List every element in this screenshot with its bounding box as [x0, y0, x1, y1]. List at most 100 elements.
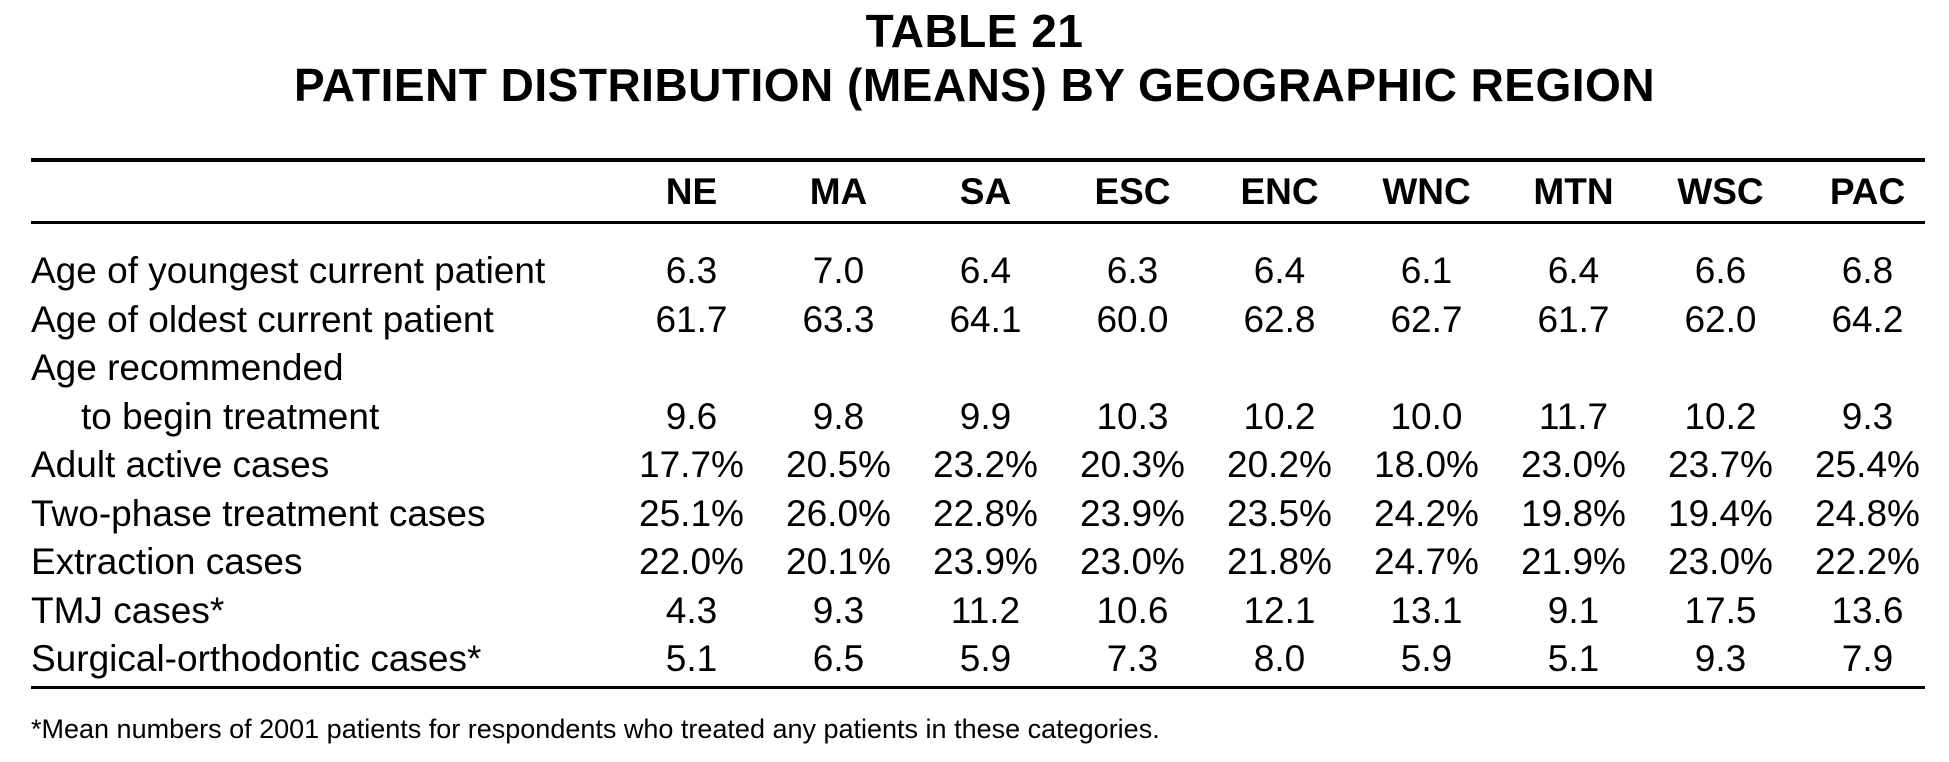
table-row: Extraction cases 22.0% 20.1% 23.9% 23.0% 21.8…	[31, 538, 1941, 587]
table-cell: 11.7	[1538, 395, 1609, 437]
table-cell: 5.1	[1547, 638, 1600, 680]
table-cell: 23.0%	[1668, 541, 1773, 583]
table-cell: 62.0	[1684, 298, 1757, 340]
table-cell: 64.2	[1831, 298, 1904, 340]
table-cell	[1500, 344, 1647, 393]
table-cell: 5.1	[665, 638, 718, 680]
table-number: TABLE 21	[865, 5, 1084, 57]
spacer-row	[31, 221, 1941, 247]
column-header-wnc: WNC	[1382, 170, 1471, 212]
table-cell: 26.0%	[786, 492, 891, 534]
row-label: Age of oldest current patient	[31, 298, 494, 340]
table-row: Age recommended	[31, 344, 1941, 393]
table-cell: 23.0%	[1521, 444, 1626, 486]
table-cell: 6.6	[1694, 250, 1747, 292]
table-cell: 10.0	[1390, 395, 1463, 437]
table-cell: 24.7%	[1374, 541, 1479, 583]
table-cell: 62.7	[1390, 298, 1463, 340]
top-rule	[31, 158, 1925, 162]
table-cell: 23.7%	[1668, 444, 1773, 486]
table-cell: 25.4%	[1815, 444, 1920, 486]
table-cell: 9.3	[1694, 638, 1747, 680]
header-row: NE MA SA ESC ENC WNC MTN WSC PAC	[31, 162, 1941, 221]
table-cell: 5.9	[959, 638, 1012, 680]
table-cell: 6.4	[1253, 250, 1306, 292]
table-cell: 10.2	[1243, 395, 1316, 437]
table-row: TMJ cases* 4.3 9.3 11.2 10.6 12.1 13.1 9.1 17.5 1…	[31, 587, 1941, 636]
table-cell: 22.8%	[933, 492, 1038, 534]
table-cell: 20.5%	[786, 444, 891, 486]
column-header-wsc: WSC	[1677, 170, 1764, 212]
table-cell: 9.3	[1841, 395, 1894, 437]
table-row: to begin treatment 9.6 9.8 9.9 10.3 10.2 10.0 1…	[31, 393, 1941, 442]
table-cell: 18.0%	[1374, 444, 1479, 486]
table-cell: 4.3	[665, 589, 718, 631]
table-cell: 13.1	[1390, 589, 1463, 631]
table-title: TABLE 21 PATIENT DISTRIBUTION (MEANS) BY…	[0, 4, 1949, 112]
table-cell: 23.5%	[1227, 492, 1332, 534]
table-row: Age of oldest current patient 61.7 63.3 64.…	[31, 296, 1941, 345]
table-cell: 9.3	[812, 589, 865, 631]
table-cell: 6.3	[665, 250, 718, 292]
table-cell	[1647, 344, 1794, 393]
table-cell: 23.9%	[1080, 492, 1185, 534]
table-cell: 21.8%	[1227, 541, 1332, 583]
table-cell: 25.1%	[639, 492, 744, 534]
table-cell: 10.2	[1684, 395, 1757, 437]
table-cell	[1794, 344, 1941, 393]
table-cell	[765, 344, 912, 393]
table-cell: 22.0%	[639, 541, 744, 583]
table-heading: PATIENT DISTRIBUTION (MEANS) BY GEOGRAPH…	[293, 59, 1656, 111]
table-cell: 61.7	[655, 298, 728, 340]
table-row: Age of youngest current patient 6.3 7.0 6.4…	[31, 247, 1941, 296]
table-cell: 9.9	[959, 395, 1012, 437]
table-row: Adult active cases 17.7% 20.5% 23.2% 20.3% 20…	[31, 441, 1941, 490]
table-cell	[1206, 344, 1353, 393]
data-table: NE MA SA ESC ENC WNC MTN WSC PAC Age of …	[31, 162, 1941, 684]
table-cell: 6.4	[1547, 250, 1600, 292]
table-cell: 12.1	[1243, 589, 1316, 631]
table-cell: 60.0	[1096, 298, 1169, 340]
table-cell: 7.3	[1106, 638, 1159, 680]
table-row: Surgical-orthodontic cases* 5.1 6.5 5.9 7.3 8…	[31, 635, 1941, 684]
table-cell: 13.6	[1831, 589, 1904, 631]
table-cell: 23.2%	[933, 444, 1038, 486]
table-cell: 6.4	[959, 250, 1012, 292]
table-cell: 19.8%	[1521, 492, 1626, 534]
header-label-cell	[31, 162, 618, 221]
table-cell: 23.0%	[1080, 541, 1185, 583]
table-cell: 63.3	[802, 298, 875, 340]
row-label: Age recommended	[31, 347, 344, 389]
table-cell: 6.3	[1106, 250, 1159, 292]
row-label: Adult active cases	[31, 444, 330, 486]
table-cell	[1353, 344, 1500, 393]
table-cell: 5.9	[1400, 638, 1453, 680]
table-cell: 7.0	[812, 250, 865, 292]
table-cell: 9.1	[1547, 589, 1600, 631]
table-cell: 17.7%	[639, 444, 744, 486]
footnote: *Mean numbers of 2001 patients for respo…	[31, 714, 1160, 744]
table-cell	[1059, 344, 1206, 393]
column-header-esc: ESC	[1094, 170, 1171, 212]
column-header-enc: ENC	[1240, 170, 1319, 212]
table-cell: 6.8	[1841, 250, 1894, 292]
bottom-rule	[31, 686, 1925, 689]
table-cell: 10.6	[1096, 589, 1169, 631]
row-label: Surgical-orthodontic cases*	[31, 638, 482, 680]
table-cell	[912, 344, 1059, 393]
table-cell	[618, 344, 765, 393]
table-cell: 61.7	[1537, 298, 1610, 340]
table-cell: 6.1	[1400, 250, 1453, 292]
table-cell: 19.4%	[1668, 492, 1773, 534]
table-cell: 9.6	[665, 395, 718, 437]
table-cell: 62.8	[1243, 298, 1316, 340]
table-cell: 17.5	[1684, 589, 1757, 631]
row-label: Extraction cases	[31, 541, 303, 583]
row-label: to begin treatment	[81, 395, 380, 437]
row-label: Two-phase treatment cases	[31, 492, 486, 534]
table-cell: 20.1%	[786, 541, 891, 583]
table-cell: 23.9%	[933, 541, 1038, 583]
table-cell: 20.2%	[1227, 444, 1332, 486]
header-rule	[31, 221, 1925, 224]
column-header-ne: NE	[665, 170, 718, 212]
